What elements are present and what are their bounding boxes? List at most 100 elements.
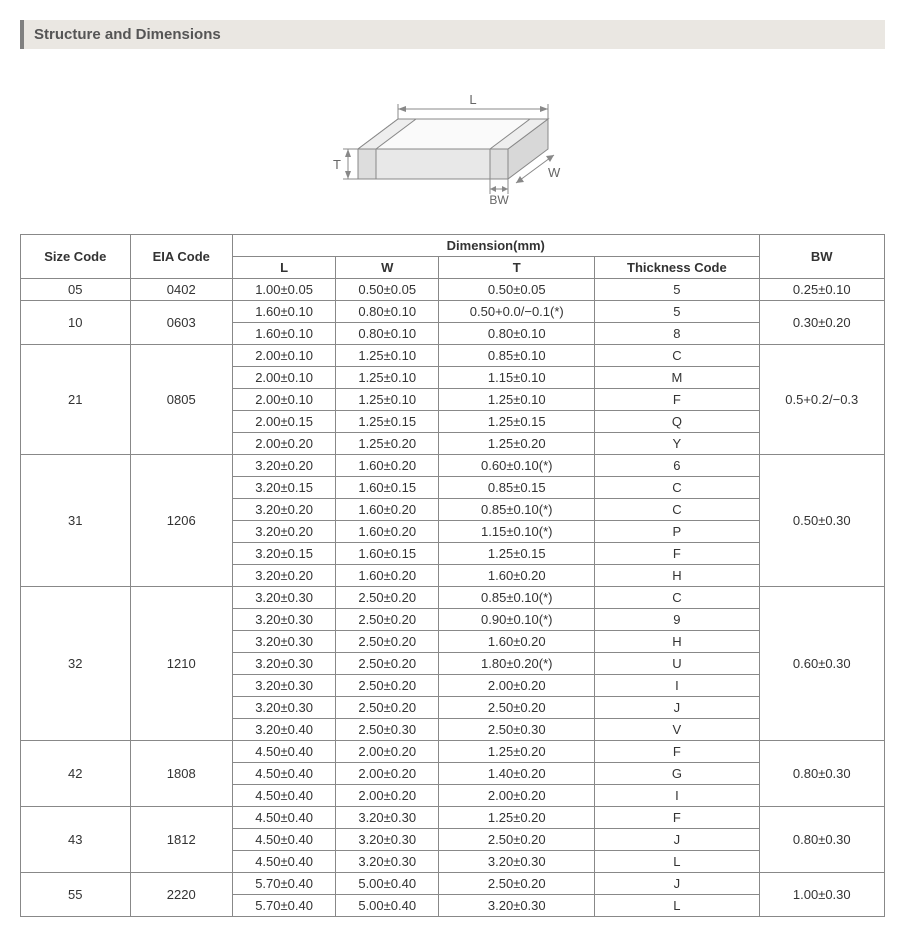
cell-L: 1.60±0.10 xyxy=(233,323,336,345)
cell-T: 0.85±0.10(*) xyxy=(439,587,595,609)
cell-TC: L xyxy=(595,895,759,917)
cell-TC: Y xyxy=(595,433,759,455)
cell-size: 43 xyxy=(21,807,131,873)
cell-W: 2.50±0.20 xyxy=(336,675,439,697)
cell-size: 10 xyxy=(21,301,131,345)
cell-T: 2.50±0.20 xyxy=(439,697,595,719)
dimensions-table: Size Code EIA Code Dimension(mm) BW L W … xyxy=(20,234,885,917)
cell-T: 2.00±0.20 xyxy=(439,785,595,807)
cell-W: 1.60±0.20 xyxy=(336,499,439,521)
cell-TC: 5 xyxy=(595,301,759,323)
table-row: 5522205.70±0.405.00±0.402.50±0.20J1.00±0… xyxy=(21,873,885,895)
cell-T: 2.00±0.20 xyxy=(439,675,595,697)
cell-T: 0.50±0.05 xyxy=(439,279,595,301)
cell-W: 2.00±0.20 xyxy=(336,763,439,785)
cell-L: 5.70±0.40 xyxy=(233,895,336,917)
cell-bw: 0.60±0.30 xyxy=(759,587,884,741)
cell-size: 05 xyxy=(21,279,131,301)
cell-W: 0.80±0.10 xyxy=(336,323,439,345)
col-W: W xyxy=(336,257,439,279)
cell-bw: 0.5+0.2/−0.3 xyxy=(759,345,884,455)
cell-W: 1.60±0.15 xyxy=(336,477,439,499)
cell-TC: V xyxy=(595,719,759,741)
cell-W: 2.00±0.20 xyxy=(336,741,439,763)
cell-TC: 8 xyxy=(595,323,759,345)
cell-W: 2.50±0.20 xyxy=(336,587,439,609)
cell-W: 3.20±0.30 xyxy=(336,829,439,851)
cell-L: 3.20±0.40 xyxy=(233,719,336,741)
cell-L: 3.20±0.20 xyxy=(233,499,336,521)
cell-L: 3.20±0.15 xyxy=(233,477,336,499)
cell-TC: L xyxy=(595,851,759,873)
cell-eia: 0805 xyxy=(130,345,233,455)
cell-bw: 0.25±0.10 xyxy=(759,279,884,301)
cell-T: 2.50±0.30 xyxy=(439,719,595,741)
cell-W: 0.50±0.05 xyxy=(336,279,439,301)
cell-L: 3.20±0.30 xyxy=(233,653,336,675)
cell-TC: P xyxy=(595,521,759,543)
cell-L: 2.00±0.10 xyxy=(233,345,336,367)
section-title: Structure and Dimensions xyxy=(20,20,885,49)
cell-L: 3.20±0.30 xyxy=(233,697,336,719)
col-L: L xyxy=(233,257,336,279)
cell-TC: F xyxy=(595,543,759,565)
cell-L: 4.50±0.40 xyxy=(233,829,336,851)
col-eia: EIA Code xyxy=(130,235,233,279)
cell-L: 3.20±0.15 xyxy=(233,543,336,565)
cell-TC: H xyxy=(595,631,759,653)
cell-T: 1.15±0.10 xyxy=(439,367,595,389)
cell-T: 0.60±0.10(*) xyxy=(439,455,595,477)
dimension-diagram: L W T BW xyxy=(20,59,885,214)
cell-bw: 0.50±0.30 xyxy=(759,455,884,587)
cell-TC: C xyxy=(595,477,759,499)
cell-W: 1.25±0.15 xyxy=(336,411,439,433)
cell-L: 3.20±0.20 xyxy=(233,565,336,587)
cell-TC: 5 xyxy=(595,279,759,301)
cell-bw: 0.80±0.30 xyxy=(759,741,884,807)
col-group-dimension: Dimension(mm) xyxy=(233,235,760,257)
cell-W: 2.50±0.20 xyxy=(336,653,439,675)
cell-L: 2.00±0.15 xyxy=(233,411,336,433)
cell-TC: I xyxy=(595,785,759,807)
col-thick: Thickness Code xyxy=(595,257,759,279)
cell-W: 3.20±0.30 xyxy=(336,807,439,829)
cell-T: 0.85±0.10 xyxy=(439,345,595,367)
cell-eia: 1808 xyxy=(130,741,233,807)
cell-W: 0.80±0.10 xyxy=(336,301,439,323)
cell-T: 1.60±0.20 xyxy=(439,565,595,587)
cell-TC: F xyxy=(595,741,759,763)
cell-size: 32 xyxy=(21,587,131,741)
cell-L: 3.20±0.30 xyxy=(233,609,336,631)
cell-TC: I xyxy=(595,675,759,697)
cell-T: 3.20±0.30 xyxy=(439,851,595,873)
table-row: 3212103.20±0.302.50±0.200.85±0.10(*)C0.6… xyxy=(21,587,885,609)
cell-W: 1.60±0.15 xyxy=(336,543,439,565)
cell-T: 0.50+0.0/−0.1(*) xyxy=(439,301,595,323)
cell-bw: 0.80±0.30 xyxy=(759,807,884,873)
cell-TC: 9 xyxy=(595,609,759,631)
cell-size: 31 xyxy=(21,455,131,587)
cell-T: 1.40±0.20 xyxy=(439,763,595,785)
cell-L: 1.00±0.05 xyxy=(233,279,336,301)
cell-size: 21 xyxy=(21,345,131,455)
cell-TC: F xyxy=(595,807,759,829)
cell-T: 1.80±0.20(*) xyxy=(439,653,595,675)
cell-TC: 6 xyxy=(595,455,759,477)
cell-L: 4.50±0.40 xyxy=(233,807,336,829)
cell-L: 4.50±0.40 xyxy=(233,741,336,763)
cell-W: 1.60±0.20 xyxy=(336,521,439,543)
col-bw: BW xyxy=(759,235,884,279)
cell-T: 2.50±0.20 xyxy=(439,829,595,851)
cell-T: 1.15±0.10(*) xyxy=(439,521,595,543)
cell-W: 2.50±0.20 xyxy=(336,631,439,653)
cell-W: 3.20±0.30 xyxy=(336,851,439,873)
cell-T: 0.85±0.15 xyxy=(439,477,595,499)
cell-TC: J xyxy=(595,873,759,895)
cell-size: 42 xyxy=(21,741,131,807)
cell-L: 3.20±0.30 xyxy=(233,587,336,609)
cell-W: 1.25±0.20 xyxy=(336,433,439,455)
cell-T: 1.25±0.15 xyxy=(439,411,595,433)
cell-TC: F xyxy=(595,389,759,411)
cell-TC: G xyxy=(595,763,759,785)
cell-W: 5.00±0.40 xyxy=(336,873,439,895)
